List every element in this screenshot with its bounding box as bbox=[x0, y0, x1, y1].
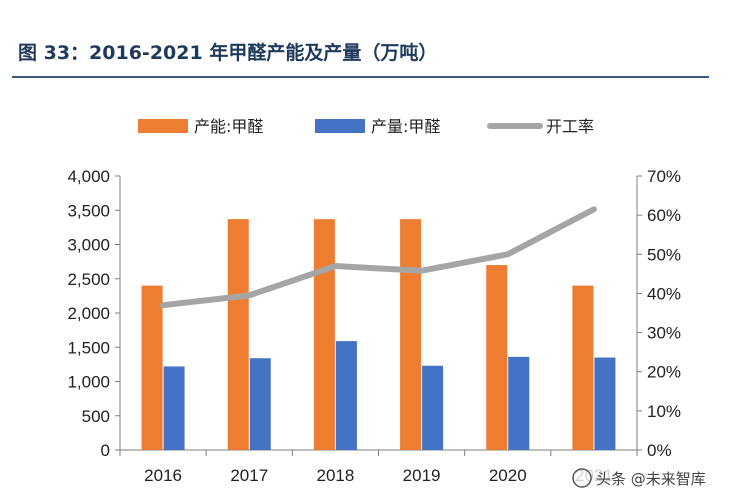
legend-label-1: 产量:甲醛 bbox=[371, 117, 440, 136]
left-axis-tick-label: 4,000 bbox=[67, 167, 110, 186]
chart-title: 图 33：2016-2021 年甲醛产能及产量（万吨） bbox=[18, 42, 438, 64]
bar-capacity bbox=[141, 285, 163, 450]
legend-label-0: 产能:甲醛 bbox=[194, 117, 263, 136]
bar-capacity bbox=[400, 219, 422, 450]
bars bbox=[141, 219, 616, 450]
legend: 产能:甲醛 产量:甲醛 开工率 bbox=[138, 117, 594, 136]
watermark-icon bbox=[572, 468, 592, 488]
left-axis-tick-label: 3,000 bbox=[67, 236, 110, 255]
bar-output bbox=[422, 365, 444, 450]
title-divider bbox=[12, 76, 709, 78]
legend-label-2: 开工率 bbox=[546, 117, 594, 136]
bar-output bbox=[508, 356, 530, 450]
left-axis-tick-label: 500 bbox=[82, 407, 110, 426]
bar-output bbox=[335, 341, 357, 450]
right-axis-tick-label: 70% bbox=[647, 167, 681, 186]
legend-swatch-1 bbox=[315, 119, 365, 133]
right-axis-tick-label: 20% bbox=[647, 363, 681, 382]
right-axis-tick-label: 40% bbox=[647, 284, 681, 303]
x-axis-tick-label: 2017 bbox=[230, 466, 268, 485]
x-axis-tick-label: 2019 bbox=[403, 466, 441, 485]
left-axis-tick-label: 1,000 bbox=[67, 373, 110, 392]
left-axis-tick-label: 3,500 bbox=[67, 201, 110, 220]
x-axis-tick-label: 2020 bbox=[489, 466, 527, 485]
left-axis-tick-label: 0 bbox=[101, 441, 110, 460]
right-axis-tick-label: 30% bbox=[647, 324, 681, 343]
bar-capacity bbox=[313, 219, 335, 450]
right-axis-tick-label: 0% bbox=[647, 441, 672, 460]
bar-capacity bbox=[227, 219, 249, 450]
watermark: 头条 @未来智库 bbox=[565, 458, 725, 498]
right-axis-tick-label: 50% bbox=[647, 245, 681, 264]
rate-line-path bbox=[160, 206, 597, 309]
x-axis-tick-label: 2018 bbox=[317, 466, 355, 485]
x-axis-tick-label: 2016 bbox=[144, 466, 182, 485]
bar-output bbox=[594, 357, 616, 450]
bar-capacity bbox=[486, 265, 508, 450]
bar-output bbox=[249, 358, 271, 450]
bar-capacity bbox=[572, 285, 594, 450]
right-axis-tick-label: 60% bbox=[647, 206, 681, 225]
axes: 0 500 1,000 1,500 2,000 2,500 3,000 3,500 4,000 0… bbox=[67, 167, 681, 485]
watermark-bg bbox=[565, 458, 725, 498]
left-axis-tick-label: 2,000 bbox=[67, 304, 110, 323]
watermark-text: 头条 @未来智库 bbox=[596, 470, 706, 488]
left-axis-tick-label: 2,500 bbox=[67, 270, 110, 289]
bar-output bbox=[163, 366, 185, 450]
legend-swatch-0 bbox=[138, 119, 188, 133]
rate-line bbox=[160, 206, 597, 309]
right-axis-tick-label: 10% bbox=[647, 402, 681, 421]
left-axis-tick-label: 1,500 bbox=[67, 338, 110, 357]
